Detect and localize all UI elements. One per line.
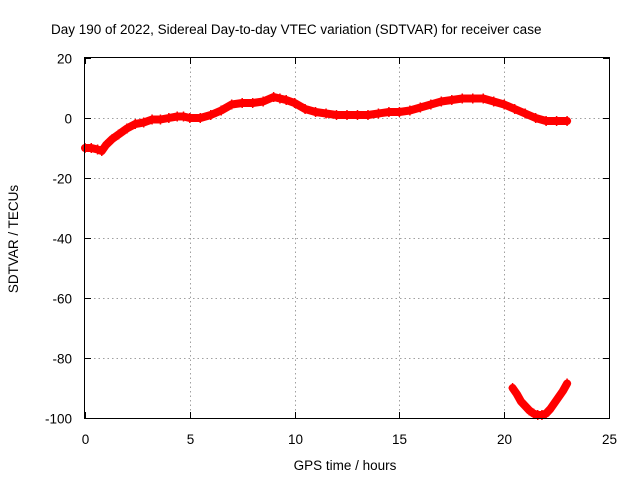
y-tick-label: -60 [52, 292, 72, 307]
data-point [343, 110, 351, 120]
data-point [114, 129, 123, 140]
data-point [290, 98, 299, 108]
data-point [550, 398, 559, 408]
data-point [525, 405, 534, 416]
data-point [148, 114, 157, 125]
data-point [508, 383, 517, 393]
data-point [546, 404, 555, 414]
data-point [529, 408, 538, 419]
data-point [122, 123, 131, 134]
x-tick-label: 5 [187, 432, 195, 447]
data-point [108, 134, 117, 144]
axis-ticks: 0 5 10 15 20 25 -100 -80 -60 -40 -20 0 20 [45, 52, 617, 448]
series-band [81, 93, 572, 155]
data-point [93, 144, 102, 155]
y-tick-label: -20 [52, 172, 72, 187]
data-point [248, 98, 257, 108]
y-axis-label: SDTVAR / TECUs [6, 185, 21, 294]
data-point [301, 104, 310, 114]
data-point [500, 99, 509, 110]
data-point [416, 102, 425, 113]
data-point [479, 93, 488, 104]
data-point [227, 99, 236, 110]
data-point [563, 378, 572, 389]
data-point [101, 140, 110, 150]
data-point [542, 408, 551, 419]
data-point [139, 117, 148, 128]
data-point [332, 110, 341, 120]
data-point [353, 110, 362, 120]
data-point [521, 108, 530, 119]
data-point [384, 107, 393, 117]
data-point [238, 98, 247, 108]
x-tick-label: 25 [602, 432, 617, 447]
data-point [510, 104, 519, 114]
data-point [447, 95, 456, 105]
data-point [531, 113, 540, 123]
data-point [489, 96, 498, 107]
data-point [558, 386, 567, 396]
data-point [552, 116, 561, 126]
data-point [437, 96, 446, 107]
data-point [87, 143, 96, 153]
data-series-2 [508, 378, 572, 420]
data-point [322, 108, 331, 119]
data-point [275, 93, 284, 104]
data-point [269, 92, 278, 102]
y-tick-label: 0 [64, 112, 72, 127]
data-point [563, 116, 572, 126]
data-point [426, 99, 435, 110]
x-tick-label: 15 [392, 432, 407, 447]
x-axis-label: GPS time / hours [294, 458, 397, 473]
y-tick-label: 20 [57, 52, 72, 67]
data-point [521, 401, 530, 411]
y-tick-label: -100 [45, 412, 72, 427]
data-point [97, 146, 106, 156]
data-point [554, 392, 563, 402]
data-point [164, 113, 173, 123]
data-series [81, 92, 572, 420]
data-point [206, 110, 215, 120]
data-point [156, 114, 165, 125]
data-point [196, 113, 205, 123]
data-point [259, 96, 268, 107]
data-point [542, 116, 551, 126]
chart-title: Day 190 of 2022, Sidereal Day-to-day VTE… [51, 22, 541, 37]
data-series-1 [81, 92, 572, 156]
data-point [512, 389, 521, 399]
data-point [374, 108, 383, 119]
y-tick-label: -80 [52, 352, 72, 367]
x-tick-label: 0 [82, 432, 90, 447]
data-point [179, 111, 188, 122]
data-point [458, 93, 467, 104]
x-tick-label: 10 [288, 432, 303, 447]
x-tick-label: 20 [497, 432, 512, 447]
data-point [131, 119, 140, 129]
data-point [363, 110, 372, 120]
data-point [395, 107, 404, 117]
data-point [311, 107, 320, 117]
data-point [516, 396, 525, 407]
data-point [217, 105, 226, 116]
y-tick-label: -40 [52, 232, 72, 247]
plot-frame [84, 57, 610, 419]
data-point [185, 113, 194, 123]
data-point [405, 105, 414, 116]
data-point [282, 95, 291, 105]
data-point [468, 93, 477, 104]
